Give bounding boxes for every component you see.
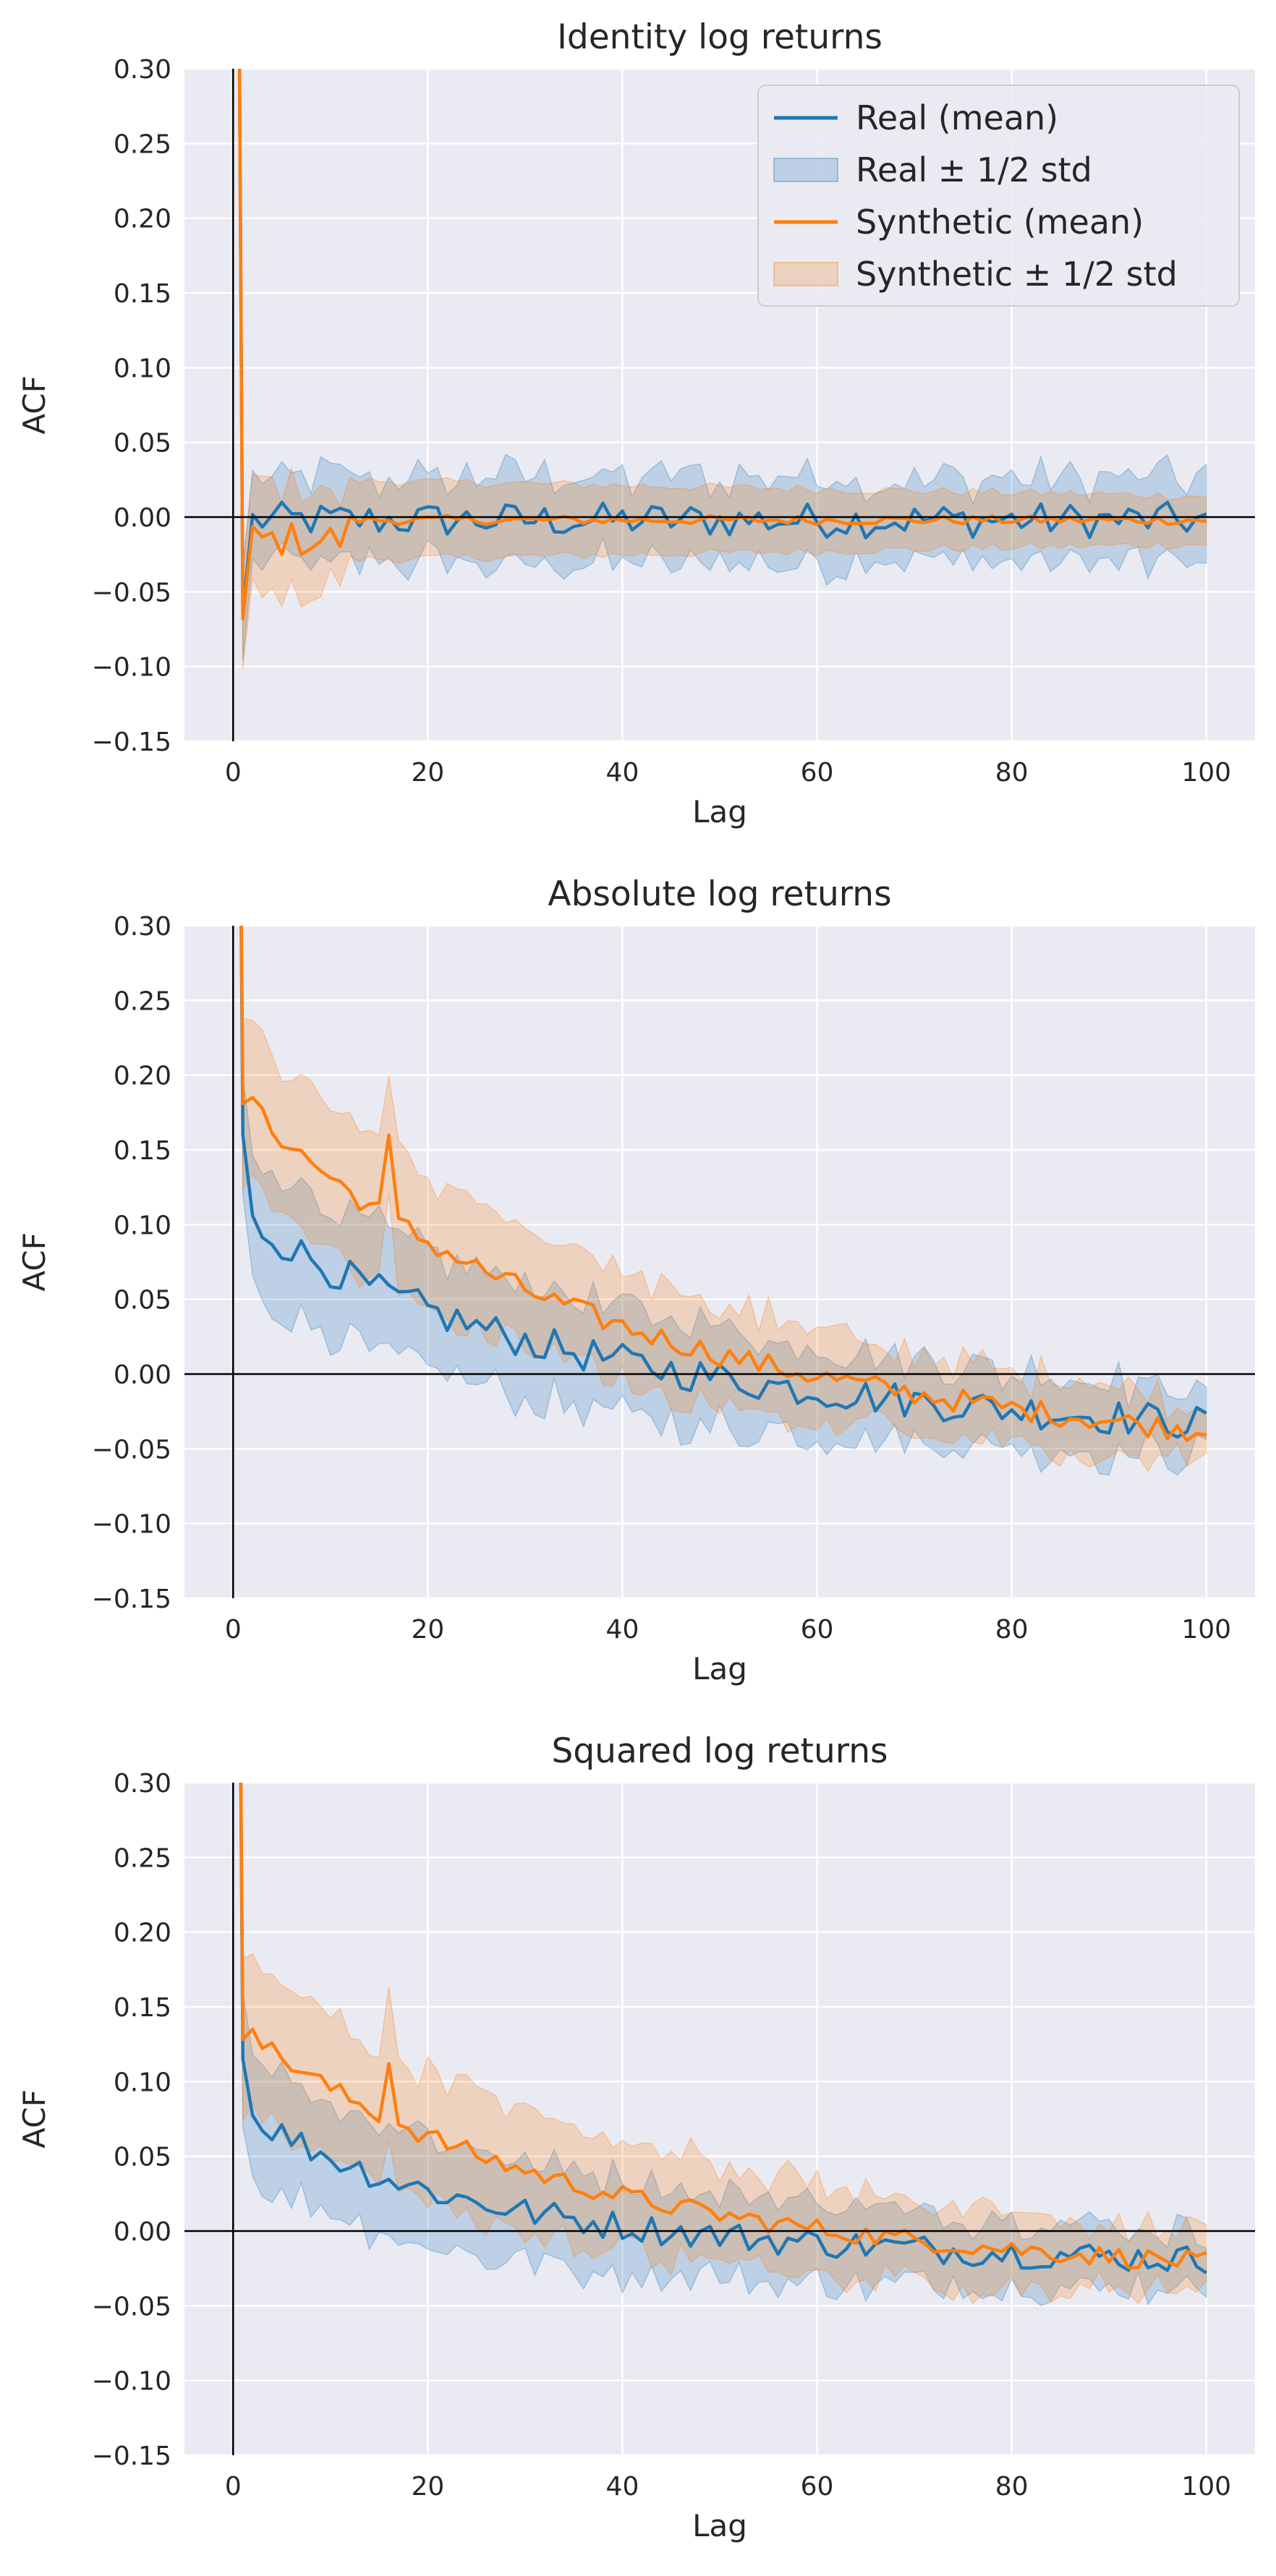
real-mean-line [239, 1783, 1207, 2274]
legend-band-swatch [773, 158, 838, 182]
y-tick-label: −0.10 [92, 2367, 171, 2397]
y-tick-label: −0.05 [92, 1435, 171, 1464]
x-tick-label: 0 [225, 2472, 242, 2502]
x-tick-label: 60 [801, 758, 834, 788]
y-tick-label: 0.30 [114, 55, 171, 85]
x-tick-label: 0 [225, 1615, 242, 1645]
y-tick-label: 0.10 [114, 354, 171, 383]
y-tick-label: 0.00 [114, 1360, 171, 1390]
y-tick-label: −0.10 [92, 653, 171, 683]
y-tick-label: 0.15 [114, 279, 171, 309]
y-tick-label: 0.10 [114, 2068, 171, 2097]
x-tick-label: 20 [411, 1615, 444, 1645]
y-tick-label: −0.15 [92, 1585, 171, 1614]
y-tick-label: 0.25 [114, 986, 171, 1016]
panel-title: Identity log returns [557, 17, 882, 57]
x-tick-label: 0 [225, 758, 242, 788]
y-tick-label: −0.15 [92, 2441, 171, 2471]
y-axis-label: ACF [17, 1232, 52, 1291]
real-std-band [240, 926, 1207, 1476]
legend-label: Synthetic (mean) [856, 202, 1144, 242]
y-tick-label: 0.05 [114, 1286, 171, 1315]
y-tick-label: −0.05 [92, 2292, 171, 2321]
x-tick-label: 60 [801, 1615, 834, 1645]
y-tick-label: 0.25 [114, 1843, 171, 1873]
y-tick-label: −0.15 [92, 728, 171, 757]
y-tick-label: 0.10 [114, 1211, 171, 1240]
panel-title: Absolute log returns [548, 874, 891, 914]
y-axis-label: ACF [17, 375, 52, 434]
y-tick-label: 0.00 [114, 503, 171, 533]
y-tick-label: 0.25 [114, 129, 171, 159]
x-tick-label: 40 [606, 758, 639, 788]
x-tick-label: 80 [995, 2472, 1029, 2502]
series-group [239, 926, 1207, 1476]
y-tick-label: −0.10 [92, 1510, 171, 1540]
synthetic-std-band [239, 1783, 1207, 2305]
panel-title: Squared log returns [551, 1731, 888, 1771]
x-axis-label: Lag [692, 1651, 747, 1686]
legend-label: Real ± 1/2 std [856, 150, 1092, 189]
synthetic-mean-line [239, 926, 1207, 1443]
plot-area [184, 926, 1255, 1598]
x-tick-label: 80 [995, 1615, 1029, 1645]
legend-band-swatch [773, 262, 838, 286]
legend: Real (mean) Real ± 1/2 std Synthetic (mean… [757, 85, 1240, 307]
panels: −0.15 −0.10 −0.05 0.00 0.05 0.10 0.15 0.20 0.25 0… [17, 17, 1255, 2543]
synthetic-mean-line [237, 69, 1207, 620]
x-tick-label: 100 [1181, 2472, 1231, 2502]
x-tick-label: 40 [606, 2472, 639, 2502]
real-std-band [239, 1783, 1207, 2307]
x-axis-label: Lag [692, 794, 747, 829]
x-tick-label: 80 [995, 758, 1029, 788]
x-tick-label: 100 [1181, 1615, 1231, 1645]
synthetic-mean-line [239, 1783, 1207, 2270]
y-tick-label: 0.20 [114, 205, 171, 234]
x-tick-label: 60 [801, 2472, 834, 2502]
plot-area [184, 1783, 1255, 2455]
panel-2: −0.15 −0.10 −0.05 0.00 0.05 0.10 0.15 0.20 0.25 0… [17, 1731, 1255, 2543]
y-axis-label: ACF [17, 2089, 52, 2148]
x-tick-label: 100 [1181, 758, 1231, 788]
x-tick-label: 20 [411, 2472, 444, 2502]
x-axis-label: Lag [692, 2508, 747, 2543]
x-tick-label: 40 [606, 1615, 639, 1645]
y-tick-label: 0.20 [114, 1062, 171, 1091]
y-tick-label: 0.00 [114, 2217, 171, 2247]
legend-label: Synthetic ± 1/2 std [856, 255, 1178, 294]
y-tick-label: 0.05 [114, 2143, 171, 2172]
legend-box [757, 85, 1240, 307]
real-std-band [239, 69, 1207, 660]
x-tick-label: 20 [411, 758, 444, 788]
legend-label: Real (mean) [856, 98, 1058, 137]
y-tick-label: −0.05 [92, 578, 171, 607]
y-tick-label: 0.30 [114, 1769, 171, 1799]
y-tick-label: 0.30 [114, 912, 171, 942]
panel-1: −0.15 −0.10 −0.05 0.00 0.05 0.10 0.15 0.20 0.25 0… [17, 874, 1255, 1686]
y-tick-label: 0.05 [114, 429, 171, 459]
y-tick-label: 0.15 [114, 1993, 171, 2023]
y-tick-label: 0.20 [114, 1919, 171, 1948]
y-tick-label: 0.15 [114, 1136, 171, 1166]
series-group [239, 1783, 1207, 2307]
